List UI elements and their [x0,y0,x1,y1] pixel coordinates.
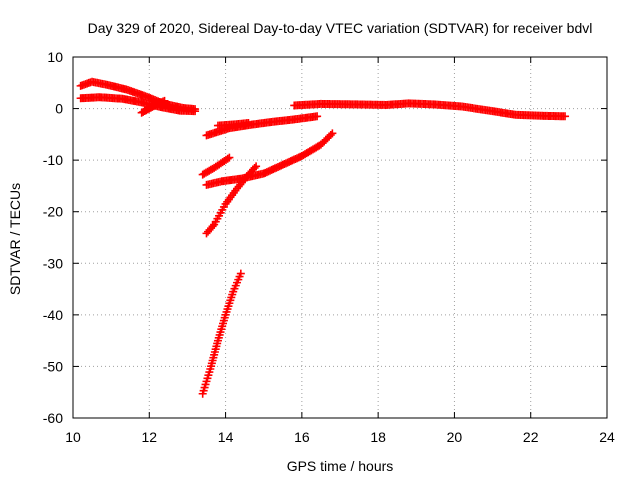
data-point [225,153,234,162]
series-arc7 [202,129,337,189]
data-point [160,96,169,105]
series-arc4-long [290,99,570,121]
series-arc10 [198,269,245,398]
x-tick-label: 16 [294,429,310,445]
series-arc9 [202,162,261,238]
chart-title: Day 329 of 2020, Sidereal Day-to-day VTE… [88,20,593,36]
x-tick-label: 10 [65,429,81,445]
data-points [76,77,570,398]
data-point [250,163,259,172]
data-point [313,112,322,121]
x-tick-label: 22 [523,429,539,445]
y-tick-label: -20 [43,204,63,220]
y-tick-label: -60 [43,410,63,426]
data-point [326,130,335,139]
y-tick-label: 10 [47,49,63,65]
series-arc6 [213,119,253,130]
series-arc8 [198,153,234,179]
y-tick-label: 0 [55,101,63,117]
grid-lines [73,57,607,418]
data-point [244,119,253,128]
y-axis-ticks: 10 0 -10 -20 -30 -40 -50 -60 [43,49,607,426]
data-point [208,222,217,231]
y-tick-label: -10 [43,152,63,168]
x-tick-label: 24 [599,429,615,445]
y-axis-label: SDTVAR / TECUs [7,183,23,295]
data-point [328,129,337,138]
data-point [561,112,570,121]
x-tick-label: 18 [370,429,386,445]
series-arc3-branch [137,96,169,117]
data-point [252,162,261,171]
plot-frame [72,56,608,419]
y-tick-label: -40 [43,307,63,323]
x-axis-label: GPS time / hours [287,458,394,474]
x-tick-label: 20 [447,429,463,445]
data-point [223,154,232,163]
x-tick-label: 12 [141,429,157,445]
y-tick-label: -50 [43,358,63,374]
y-tick-label: -30 [43,255,63,271]
x-tick-label: 14 [218,429,234,445]
data-point [236,269,245,278]
x-axis-ticks: 10 12 14 16 18 20 22 24 [65,57,615,445]
data-point [191,107,200,116]
